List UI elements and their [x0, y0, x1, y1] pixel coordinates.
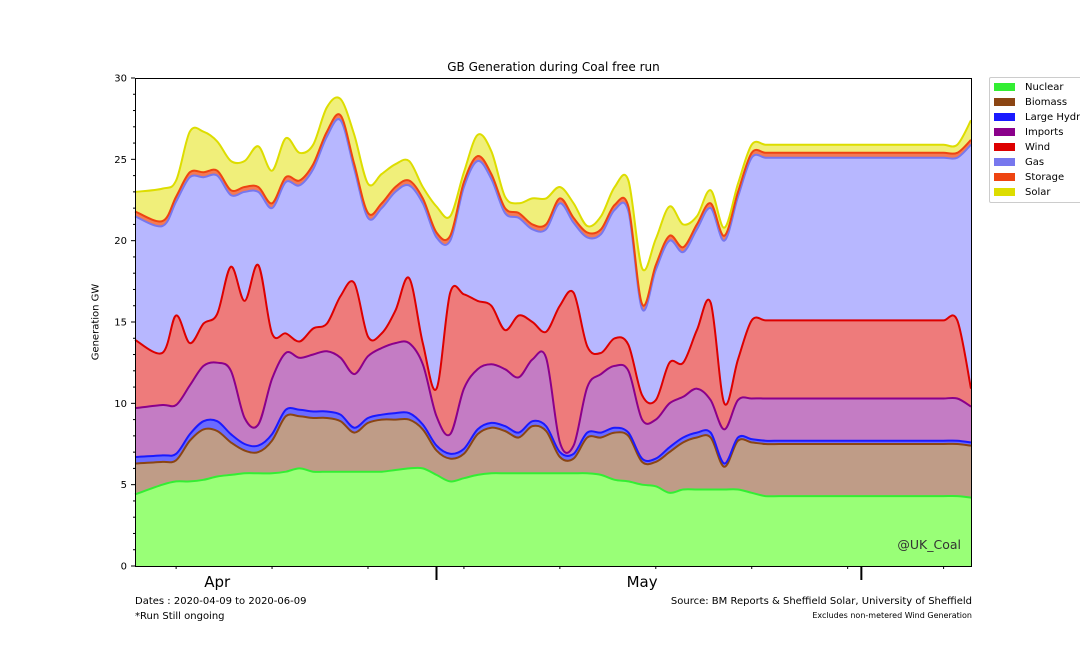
watermark: @UK_Coal — [897, 537, 961, 552]
y-tick-label: 30 — [114, 74, 127, 85]
line-nuclear — [134, 466, 972, 499]
legend-label: Biomass — [1025, 97, 1068, 108]
legend-label: Solar — [1025, 187, 1051, 198]
x-month-label: Apr — [204, 573, 231, 591]
legend-item: Imports — [994, 125, 1080, 140]
legend-item: Gas — [994, 155, 1080, 170]
y-tick-label: 20 — [114, 236, 127, 247]
run-note: *Run Still ongoing — [135, 611, 225, 622]
y-tick-label: 5 — [121, 480, 127, 491]
source-note: Source: BM Reports & Sheffield Solar, Un… — [670, 596, 972, 607]
legend-item: Wind — [994, 140, 1080, 155]
y-tick-label: 25 — [114, 155, 127, 166]
y-tick-label: 0 — [121, 562, 127, 573]
line-solar — [134, 96, 972, 272]
legend-item: Storage — [994, 170, 1080, 185]
legend-swatch — [994, 173, 1015, 181]
line-storage — [134, 113, 972, 307]
area-nuclear — [135, 467, 971, 566]
legend-swatch — [994, 158, 1015, 166]
legend: Nuclear Biomass Large Hydro Imports Wind Gas S… — [989, 77, 1080, 203]
legend-label: Wind — [1025, 142, 1051, 153]
chart-title: GB Generation during Coal free run — [447, 60, 660, 74]
y-axis: 0 5 10 15 20 25 30 — [114, 74, 135, 573]
legend-swatch — [994, 143, 1015, 151]
y-tick-label: 10 — [114, 399, 127, 410]
legend-label: Gas — [1025, 157, 1045, 168]
x-axis: Apr May — [175, 566, 945, 591]
legend-label: Storage — [1025, 172, 1065, 183]
date-range-note: Dates : 2020-04-09 to 2020-06-09 — [135, 596, 307, 607]
legend-item: Biomass — [994, 95, 1080, 110]
legend-label: Nuclear — [1025, 82, 1064, 93]
legend-swatch — [994, 188, 1015, 196]
line-large-hydro — [134, 406, 972, 465]
line-gas — [134, 118, 972, 312]
x-month-label: May — [627, 573, 658, 591]
legend-label: Large Hydro — [1025, 112, 1080, 123]
line-wind — [134, 264, 972, 406]
area-gas — [135, 119, 971, 405]
y-tick-label: 15 — [114, 318, 127, 329]
legend-item: Nuclear — [994, 80, 1080, 95]
legend-item: Large Hydro — [994, 110, 1080, 125]
line-imports — [134, 340, 972, 454]
area-wind — [135, 264, 971, 453]
legend-item: Solar — [994, 185, 1080, 200]
legend-label: Imports — [1025, 127, 1064, 138]
legend-swatch — [994, 98, 1015, 106]
line-biomass — [134, 413, 972, 468]
series-lines — [134, 96, 972, 499]
area-solar — [135, 97, 971, 306]
y-axis-label: Generation GW — [90, 283, 102, 361]
legend-swatch — [994, 83, 1015, 91]
legend-swatch — [994, 128, 1015, 136]
excludes-note: Excludes non-metered Wind Generation — [812, 611, 972, 620]
area-biomass — [135, 414, 971, 498]
plot-frame — [135, 78, 972, 567]
legend-swatch — [994, 113, 1015, 121]
